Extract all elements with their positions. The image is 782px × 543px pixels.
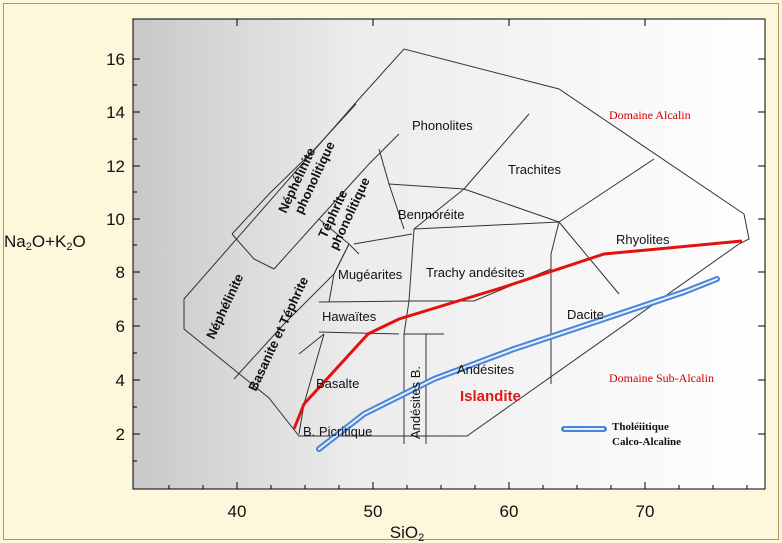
label-rhyolites: Rhyolites bbox=[616, 232, 670, 247]
x-tick-label: 70 bbox=[636, 502, 655, 521]
x-tick-label: 50 bbox=[364, 502, 383, 521]
label-basalte: Basalte bbox=[316, 376, 359, 391]
legend: Tholéiitique Calco-Alcaline bbox=[561, 421, 681, 448]
figure-frame: 16 14 12 10 8 6 4 2 40 50 60 70 SiO2 Na2… bbox=[3, 3, 779, 541]
label-hawaiites: Hawaïtes bbox=[322, 309, 377, 324]
label-mugearites: Mugéarites bbox=[338, 267, 403, 282]
y-tick-label: 16 bbox=[106, 50, 125, 69]
label-dacite: Dacite bbox=[567, 307, 604, 322]
y-tick-label: 12 bbox=[106, 157, 125, 176]
label-phonolites: Phonolites bbox=[412, 118, 473, 133]
label-trachites: Trachites bbox=[508, 162, 561, 177]
x-axis-title: SiO2 bbox=[390, 523, 424, 541]
tas-diagram: 16 14 12 10 8 6 4 2 40 50 60 70 SiO2 Na2… bbox=[4, 18, 766, 541]
legend-label-tholeiitique: Tholéiitique bbox=[612, 421, 669, 433]
axis-ticks bbox=[133, 19, 765, 489]
y-tick-label: 8 bbox=[116, 263, 125, 282]
label-andesites: Andésites bbox=[457, 362, 515, 377]
domaine-alcalin-label: Domaine Alcalin bbox=[609, 108, 691, 122]
alkaline-divide-line bbox=[292, 239, 743, 430]
label-b-picritique: B. Picritique bbox=[303, 424, 372, 439]
y-tick-label: 10 bbox=[106, 210, 125, 229]
y-tick-label: 2 bbox=[116, 425, 125, 444]
axes-box bbox=[132, 18, 766, 490]
plot-area bbox=[133, 19, 765, 489]
label-benmoreite: Benmoréite bbox=[398, 207, 464, 222]
y-tick-label: 4 bbox=[116, 371, 125, 390]
tholeiitic-divide-line-highlight bbox=[318, 278, 718, 450]
islandite-label: Islandite bbox=[460, 388, 521, 405]
x-tick-label: 40 bbox=[228, 502, 247, 521]
domaine-sub-alcalin-label: Domaine Sub-Alcalin bbox=[609, 371, 714, 385]
y-tick-label: 14 bbox=[106, 103, 125, 122]
outer-boundary bbox=[183, 48, 750, 437]
y-axis-title: Na2O+K2O bbox=[4, 232, 86, 253]
label-trachy-andesites: Trachy andésites bbox=[426, 265, 525, 280]
label-andesites-b: Andésites B. bbox=[408, 366, 423, 439]
legend-label-calco-alcaline: Calco-Alcaline bbox=[612, 436, 681, 448]
x-tick-label: 60 bbox=[500, 502, 519, 521]
y-tick-label: 6 bbox=[116, 317, 125, 336]
